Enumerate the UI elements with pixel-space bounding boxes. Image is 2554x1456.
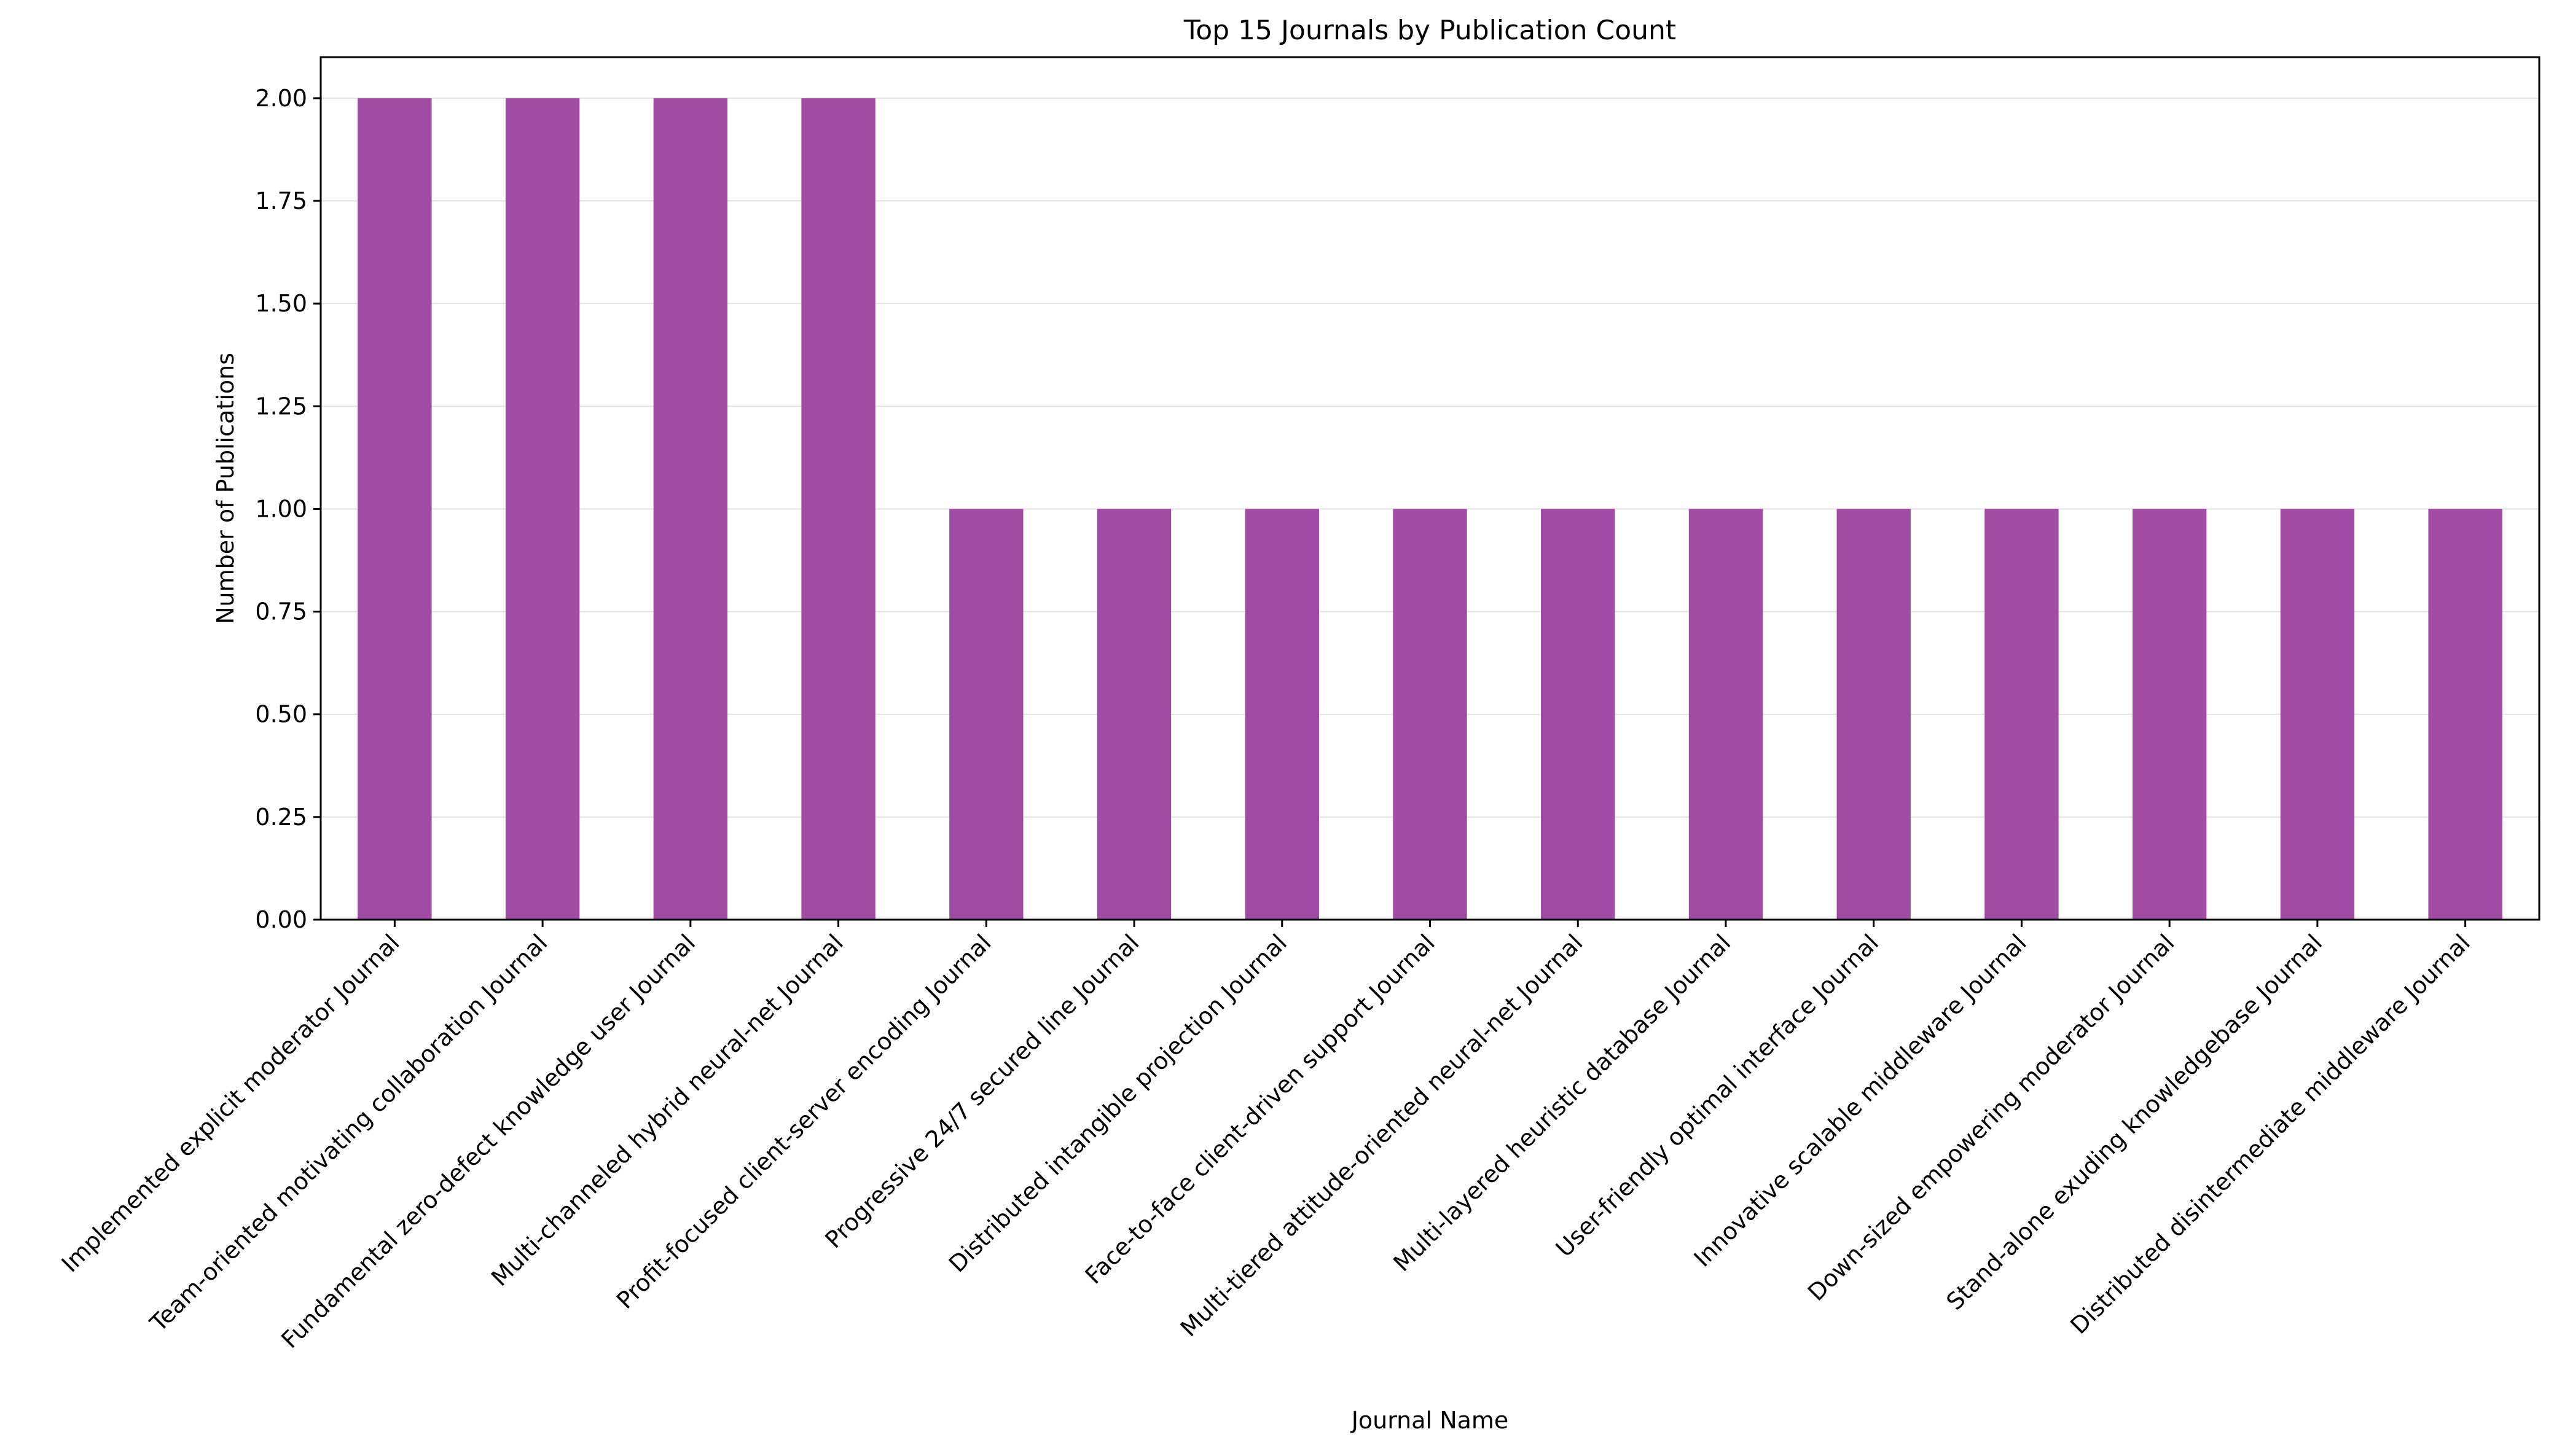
y-tick-label: 1.00	[255, 495, 307, 522]
bar	[1097, 509, 1172, 920]
bar	[505, 98, 580, 920]
y-tick-label: 1.50	[255, 290, 307, 317]
bar	[1541, 509, 1615, 920]
bar	[1245, 509, 1319, 920]
y-tick-label: 1.25	[255, 393, 307, 420]
bar	[1393, 509, 1467, 920]
y-tick-label: 0.00	[255, 906, 307, 933]
y-tick-label: 2.00	[255, 85, 307, 112]
y-tick-label: 0.25	[255, 804, 307, 831]
plot-frame	[319, 56, 2540, 921]
bar	[653, 98, 728, 920]
bar	[1688, 509, 1763, 920]
y-axis: 0.00 0.25 0.50 0.75 1.00 1.25 1.50 1.75 2.00	[255, 85, 321, 933]
y-tick-label: 0.50	[255, 701, 307, 728]
bar	[801, 98, 875, 920]
bar	[1984, 509, 2059, 920]
bar	[1836, 509, 1911, 920]
bar	[949, 509, 1024, 920]
bar	[358, 98, 432, 920]
x-axis-label: Journal Name	[1350, 1407, 1509, 1434]
bar	[2132, 509, 2207, 920]
y-tick-label: 0.75	[255, 598, 307, 625]
y-tick-label: 1.75	[255, 187, 307, 214]
bar	[2280, 509, 2355, 920]
chart-title: Top 15 Journals by Publication Count	[1183, 15, 1676, 46]
bars	[358, 98, 2502, 920]
y-axis-label: Number of Publications	[212, 353, 239, 624]
bar	[2428, 509, 2502, 920]
